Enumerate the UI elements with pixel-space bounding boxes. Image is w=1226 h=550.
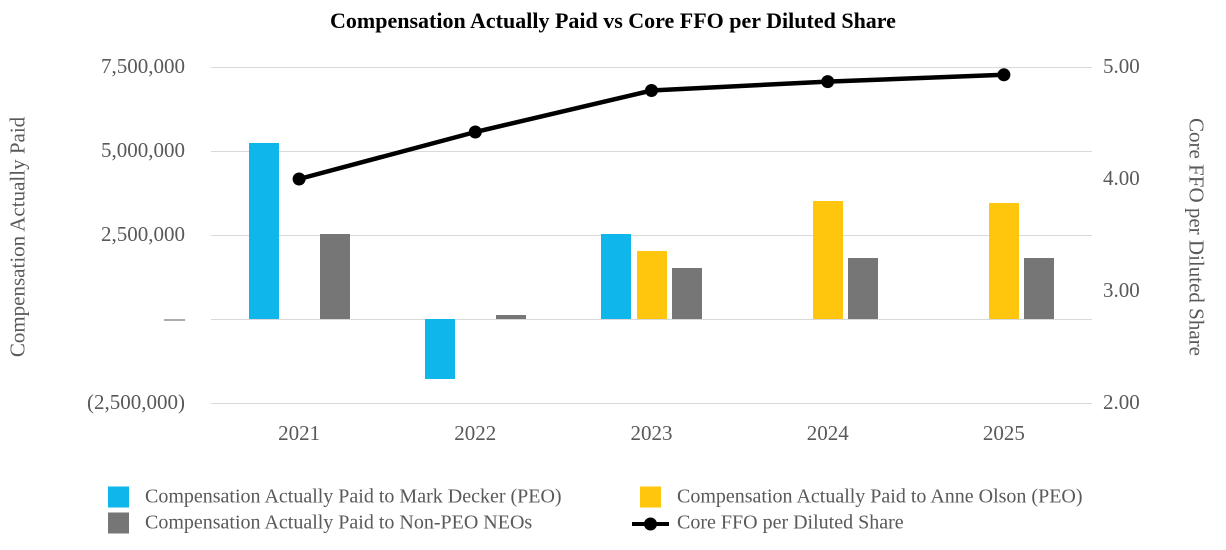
- bar-compensation-actually-paid-to-mark-decker-peo-: [248, 142, 279, 319]
- core-ffo-point: [292, 172, 306, 186]
- bar-compensation-actually-paid-to-mark-decker-peo-: [601, 234, 631, 319]
- left-axis-tick-label: 7,500,000: [101, 54, 185, 78]
- core-ffo-point: [821, 75, 835, 89]
- right-axis-tick-label: 4.00: [1103, 166, 1140, 190]
- left-axis-tick-label: 5,000,000: [101, 138, 185, 162]
- core-ffo-point: [468, 125, 482, 139]
- legend-label-anne-olson: Compensation Actually Paid to Anne Olson…: [677, 485, 1083, 508]
- core-ffo-point: [645, 84, 658, 97]
- x-axis-label: 2024: [806, 421, 849, 445]
- right-axis-tick-label: 2.00: [1103, 390, 1140, 414]
- bar-compensation-actually-paid-to-anne-olson-peo-: [636, 250, 667, 319]
- core-ffo-point: [997, 68, 1011, 82]
- right-axis-tick-label: 3.00: [1103, 278, 1140, 302]
- gridline: [211, 235, 1092, 236]
- bar-compensation-actually-paid-to-non-peo-neos: [848, 257, 879, 319]
- left-axis-tick-label: —: [164, 306, 185, 330]
- legend-swatch-anne-olson: [640, 486, 661, 508]
- bar-compensation-actually-paid-to-anne-olson-peo-: [988, 203, 1019, 319]
- left-axis-tick-label: (2,500,000): [87, 390, 185, 414]
- legend-label-mark-decker: Compensation Actually Paid to Mark Decke…: [145, 485, 562, 508]
- bar-compensation-actually-paid-to-anne-olson-peo-: [812, 200, 843, 319]
- bar-compensation-actually-paid-to-non-peo-neos: [495, 315, 526, 319]
- x-axis-label: 2023: [630, 421, 673, 445]
- legend-line-dot-icon: [644, 517, 657, 531]
- gridline: [211, 319, 1092, 320]
- chart-title: Compensation Actually Paid vs Core FFO p…: [330, 8, 896, 33]
- gridline: [211, 67, 1092, 68]
- bar-compensation-actually-paid-to-mark-decker-peo-: [424, 319, 455, 379]
- left-axis-tick-label: 2,500,000: [101, 222, 185, 246]
- x-axis-label: 2021: [278, 421, 321, 445]
- x-axis-label: 2025: [982, 421, 1025, 445]
- gridline: [211, 403, 1092, 404]
- gridline: [211, 151, 1092, 152]
- legend-label-non-peo-neos: Compensation Actually Paid to Non-PEO NE…: [145, 511, 533, 534]
- x-axis-label: 2022: [454, 421, 497, 445]
- legend-swatch-mark-decker: [108, 486, 129, 508]
- bar-compensation-actually-paid-to-non-peo-neos: [672, 267, 702, 319]
- legend-swatch-non-peo-neos: [108, 512, 129, 534]
- legend-label-core-ffo: Core FFO per Diluted Share: [677, 511, 904, 534]
- bar-compensation-actually-paid-to-non-peo-neos: [1024, 257, 1055, 319]
- right-axis-tick-label: 5.00: [1103, 54, 1140, 78]
- bar-compensation-actually-paid-to-non-peo-neos: [319, 234, 350, 319]
